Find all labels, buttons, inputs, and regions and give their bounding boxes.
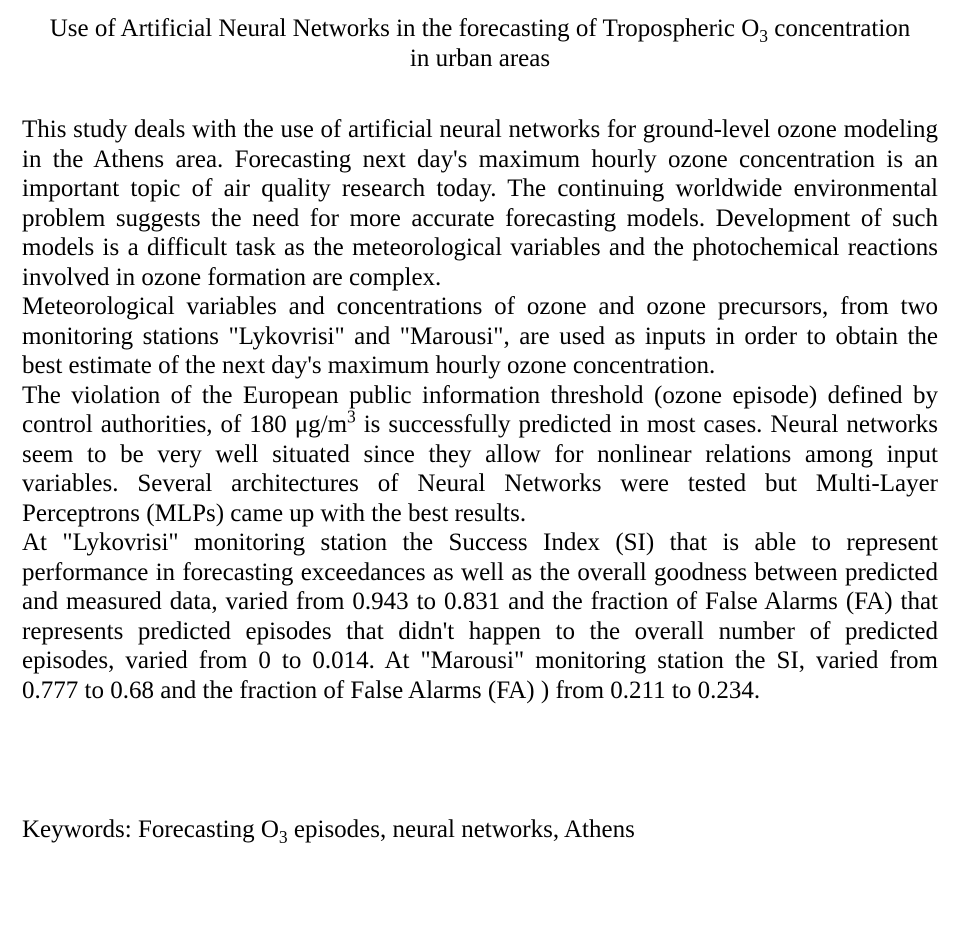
title-line2: in urban areas [410, 45, 550, 72]
title-sub: 3 [759, 26, 768, 46]
keywords-post: episodes, neural networks, Athens [288, 816, 635, 843]
document-page: Use of Artificial Neural Networks in the… [0, 0, 960, 947]
paragraph-2: Meteorological variables and concentrati… [22, 292, 938, 381]
document-title: Use of Artificial Neural Networks in the… [22, 14, 938, 73]
paragraph-3: The violation of the European public inf… [22, 381, 938, 529]
paragraph-4: At "Lykovrisi" monitoring station the Su… [22, 528, 938, 705]
keywords-pre: Keywords: Forecasting O [22, 816, 279, 843]
keywords-sub: 3 [279, 827, 288, 847]
title-line1-pre: Use of Artificial Neural Networks in the… [50, 15, 760, 42]
title-line1-post: concentration [768, 15, 910, 42]
paragraph-3-sup: 3 [347, 407, 356, 427]
paragraph-1: This study deals with the use of artific… [22, 115, 938, 292]
keywords-line: Keywords: Forecasting O3 episodes, neura… [22, 815, 938, 845]
